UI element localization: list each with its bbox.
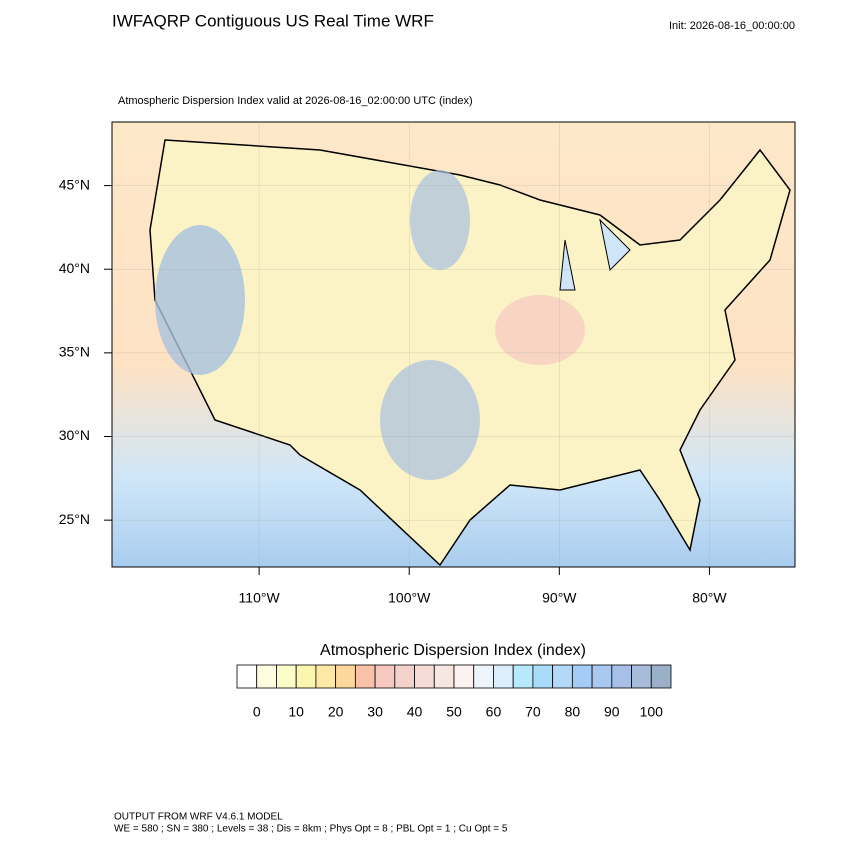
colorbar-box [453, 664, 475, 689]
footer-line: OUTPUT FROM WRF V4.6.1 MODEL [114, 812, 283, 823]
map-field [112, 122, 795, 567]
colorbar-box [354, 664, 376, 689]
footer-line: WE = 580 ; SN = 380 ; Levels = 38 ; Dis … [114, 824, 508, 835]
x-tick-label: 110°W [239, 590, 281, 606]
us-outline [149, 139, 791, 567]
colorbar-label: 20 [328, 704, 344, 720]
colorbar-label: 90 [604, 704, 620, 720]
colorbar-label: 80 [565, 704, 581, 720]
y-tick-label: 25°N [59, 511, 90, 527]
colorbar-box [394, 664, 415, 689]
colorbar-box [571, 664, 593, 689]
colorbar-box [493, 664, 514, 689]
subtitle: Atmospheric Dispersion Index valid at 20… [118, 95, 473, 107]
field-blob [155, 225, 245, 375]
map-frame [111, 121, 796, 568]
colorbar-label: 10 [288, 704, 304, 720]
colorbar-box [512, 664, 534, 689]
colorbar-box [532, 664, 554, 689]
y-tick-label: 40°N [59, 260, 90, 276]
colorbar-box [433, 664, 455, 689]
colorbar-box [295, 664, 317, 689]
colorbar-box [591, 664, 613, 689]
y-tick-label: 45°N [59, 176, 90, 192]
field-blob [380, 360, 480, 480]
colorbar-box [256, 664, 277, 689]
field-blob [495, 295, 585, 365]
colorbar-label: 30 [367, 704, 383, 720]
colorbar-box [631, 664, 652, 689]
colorbar-box [414, 664, 435, 689]
colorbar-box [611, 664, 632, 689]
init-time: Init: 2026-08-16_00:00:00 [669, 20, 795, 32]
title: IWFAQRP Contiguous US Real Time WRF [112, 11, 434, 30]
colorbar-box [473, 664, 494, 689]
colorbar-box [276, 664, 297, 689]
x-tick-label: 90°W [542, 590, 577, 606]
colorbar-box [236, 664, 258, 689]
y-tick-label: 35°N [59, 344, 90, 360]
x-tick-label: 100°W [388, 590, 431, 606]
colorbar-box [315, 664, 337, 689]
colorbar-label: 0 [253, 704, 261, 720]
colorbar-label: 50 [446, 704, 462, 720]
colorbar-box [650, 664, 672, 689]
colorbar-box [552, 664, 573, 689]
great-lakes [559, 218, 631, 291]
x-tick-label: 80°W [692, 590, 727, 606]
colorbar-label: 40 [407, 704, 423, 720]
colorbar-box [335, 664, 356, 689]
colorbar-label: 100 [640, 704, 664, 720]
colorbar-label: 70 [525, 704, 541, 720]
y-tick-label: 30°N [59, 427, 90, 443]
colorbar-title: Atmospheric Dispersion Index (index) [320, 642, 586, 659]
field-blob [410, 170, 470, 270]
colorbar-label: 60 [486, 704, 502, 720]
colorbar-box [374, 664, 396, 689]
